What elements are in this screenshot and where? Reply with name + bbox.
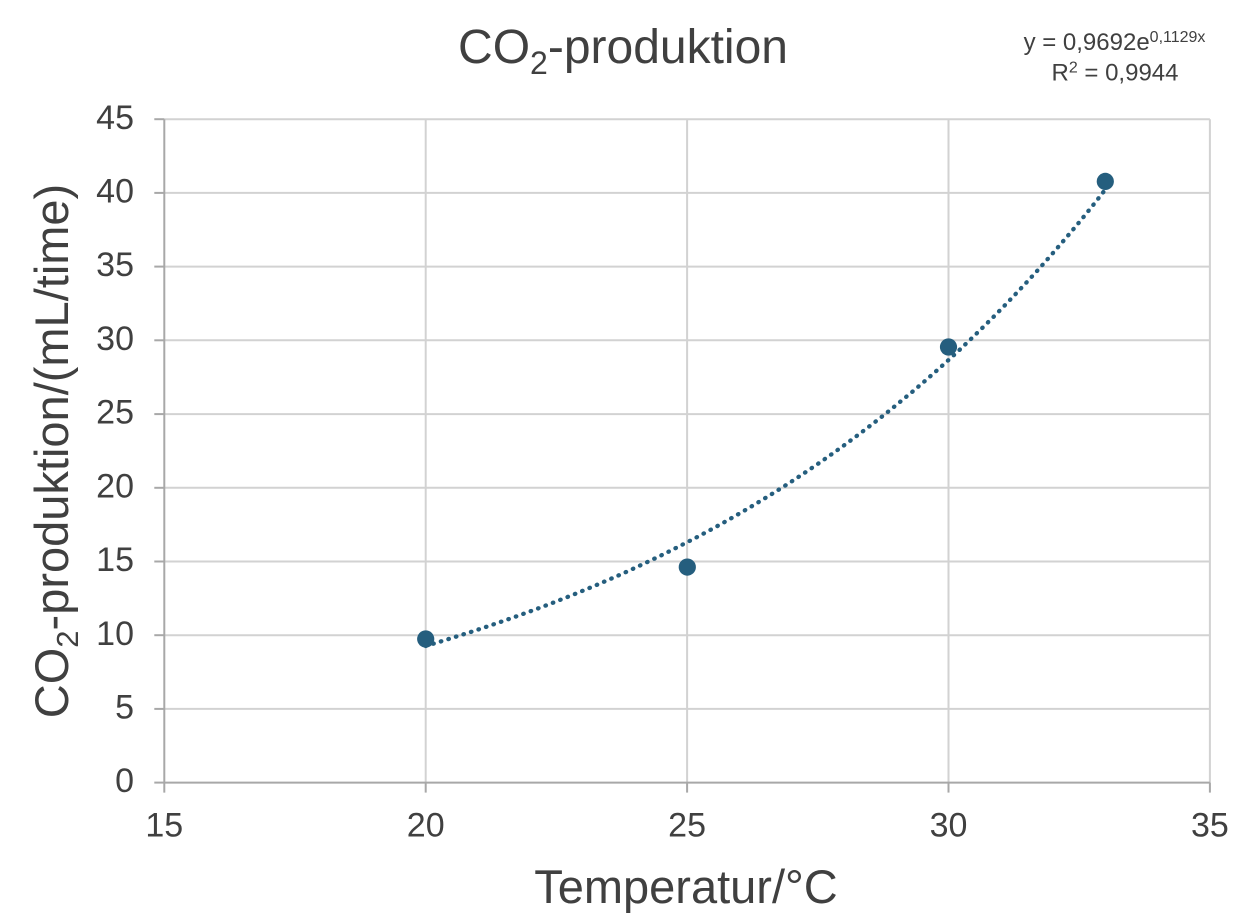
svg-text:y = 0,9692e0,1129x: y = 0,9692e0,1129x (1024, 29, 1206, 56)
svg-text:25: 25 (96, 394, 134, 432)
svg-text:45: 45 (96, 99, 134, 137)
svg-text:20: 20 (407, 807, 445, 845)
svg-text:5: 5 (115, 689, 134, 727)
svg-text:35: 35 (1191, 807, 1229, 845)
svg-text:CO2-produktion/(mL/time): CO2-produktion/(mL/time) (25, 184, 85, 718)
svg-text:0: 0 (115, 762, 134, 800)
svg-text:30: 30 (96, 320, 134, 358)
svg-text:30: 30 (930, 807, 968, 845)
svg-text:35: 35 (96, 246, 134, 284)
svg-text:40: 40 (96, 173, 134, 211)
svg-text:Temperatur/°C: Temperatur/°C (534, 860, 838, 913)
svg-text:15: 15 (145, 807, 183, 845)
svg-text:15: 15 (96, 541, 134, 579)
svg-text:25: 25 (668, 807, 706, 845)
svg-text:20: 20 (96, 467, 134, 505)
svg-text:CO2-produktion: CO2-produktion (458, 21, 788, 81)
svg-text:10: 10 (96, 615, 134, 653)
svg-text:R2 = 0,9944: R2 = 0,9944 (1051, 60, 1178, 87)
